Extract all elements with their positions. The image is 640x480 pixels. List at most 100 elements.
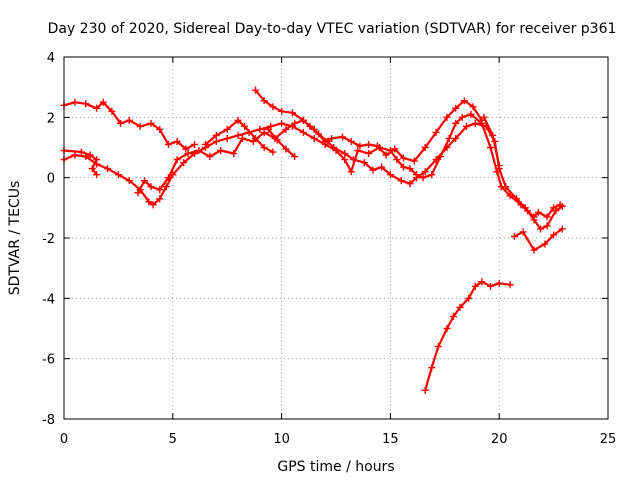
data-point <box>82 100 90 108</box>
data-point <box>421 144 429 151</box>
data-point <box>465 294 473 302</box>
data-point <box>360 159 368 167</box>
data-point <box>299 116 307 124</box>
data-point <box>471 119 479 127</box>
data-point <box>530 246 538 254</box>
data-point <box>399 163 407 171</box>
data-point <box>369 166 377 174</box>
series-track-4 <box>134 116 566 233</box>
data-point <box>397 177 405 185</box>
data-point <box>349 156 357 164</box>
data-point <box>125 116 133 124</box>
data-point <box>434 343 442 351</box>
data-point <box>134 189 142 197</box>
x-tick-label: 10 <box>273 432 290 447</box>
data-point <box>534 208 542 216</box>
y-tick-label: -2 <box>42 232 55 247</box>
data-point <box>114 171 122 179</box>
data-point <box>543 213 551 221</box>
data-point <box>269 148 277 156</box>
data-point <box>386 171 394 179</box>
data-point <box>238 134 246 142</box>
data-point <box>471 282 479 290</box>
data-point <box>495 162 503 170</box>
data-point <box>443 144 451 151</box>
data-point <box>260 128 268 136</box>
data-point <box>456 303 464 311</box>
data-point <box>145 198 153 206</box>
data-point <box>156 125 164 133</box>
data-point <box>251 134 259 142</box>
series-line <box>204 119 274 154</box>
data-point <box>149 201 157 209</box>
data-point <box>341 156 349 164</box>
grid-lines <box>64 57 608 419</box>
data-series <box>60 86 566 394</box>
data-point <box>191 140 199 148</box>
data-point <box>147 119 155 127</box>
data-point <box>521 204 529 212</box>
data-point <box>410 157 418 165</box>
data-point <box>212 131 220 139</box>
plot-frame <box>63 56 609 420</box>
data-point <box>347 137 355 145</box>
data-point <box>428 364 436 372</box>
data-point <box>117 119 125 127</box>
data-point <box>256 125 264 133</box>
series-track-1 <box>60 98 199 153</box>
data-point <box>99 98 107 106</box>
x-tick-label: 15 <box>382 432 399 447</box>
data-point <box>463 122 471 130</box>
axis-ticks: 0 5 10 15 20 25 -8 -6 -4 -2 0 2 4 <box>42 51 616 447</box>
data-point <box>356 142 364 150</box>
data-point <box>550 231 558 239</box>
data-point <box>108 107 116 115</box>
data-point <box>373 142 381 150</box>
data-point <box>217 147 225 155</box>
data-point <box>506 281 514 289</box>
data-point <box>223 134 231 142</box>
data-point <box>421 386 429 394</box>
data-point <box>406 180 414 188</box>
series-track-3 <box>60 147 101 179</box>
data-point <box>391 145 399 153</box>
series-line <box>136 119 564 230</box>
data-point <box>432 156 440 164</box>
data-point <box>173 156 181 164</box>
chart-title: Day 230 of 2020, Sidereal Day-to-day VTE… <box>48 21 617 37</box>
data-point <box>241 122 249 130</box>
data-point <box>156 186 164 194</box>
data-point <box>278 119 286 127</box>
y-tick-label: 4 <box>47 51 55 66</box>
data-point <box>467 110 475 118</box>
data-point <box>443 325 451 332</box>
data-point <box>282 125 290 133</box>
data-point <box>558 202 566 210</box>
data-point <box>206 153 214 161</box>
data-point <box>543 222 551 230</box>
data-point <box>71 98 79 106</box>
data-point <box>86 151 94 159</box>
data-point <box>88 165 96 173</box>
data-point <box>288 109 296 117</box>
data-point <box>365 150 373 158</box>
x-tick-label: 5 <box>169 432 177 447</box>
data-point <box>469 103 477 111</box>
y-tick-label: -4 <box>42 292 55 307</box>
data-point <box>164 174 172 182</box>
y-axis-label: SDTVAR / TECUs <box>7 181 23 296</box>
y-tick-label: 0 <box>47 172 55 187</box>
data-point <box>486 282 494 290</box>
data-point <box>260 144 268 151</box>
data-point <box>406 165 414 173</box>
y-tick-label: -6 <box>42 353 55 368</box>
data-point <box>489 131 497 139</box>
data-point <box>282 145 290 153</box>
data-point <box>341 150 349 158</box>
data-point <box>265 125 273 133</box>
data-point <box>347 168 355 176</box>
data-point <box>393 156 401 164</box>
data-point <box>162 183 170 191</box>
data-point <box>445 134 453 142</box>
